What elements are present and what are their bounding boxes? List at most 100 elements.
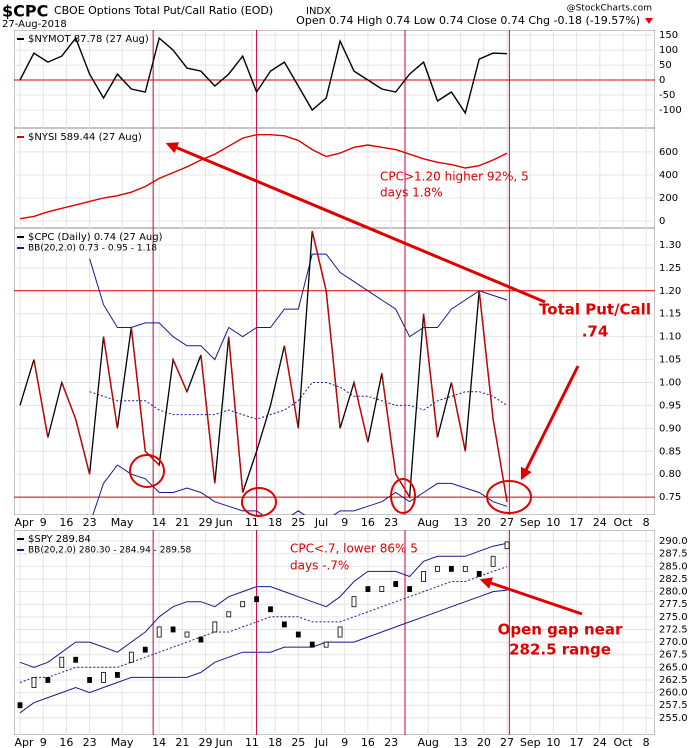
x-tick-label: 23 bbox=[83, 736, 97, 748]
candle bbox=[17, 702, 23, 709]
candle bbox=[115, 671, 120, 678]
series-name: CBOE Options Total Put/Call Ratio (EOD) bbox=[54, 4, 273, 17]
x-tick-label: Sep bbox=[520, 516, 541, 529]
plot-area bbox=[14, 228, 655, 515]
y-tick-label: -100 bbox=[659, 105, 682, 116]
x-tick-label: 25 bbox=[291, 516, 305, 529]
candle bbox=[142, 646, 148, 653]
highlight-circle bbox=[486, 480, 532, 514]
candle bbox=[226, 611, 232, 618]
x-tick-label: 24 bbox=[593, 516, 607, 529]
candle bbox=[407, 586, 413, 593]
symbol: $CPC bbox=[2, 2, 48, 21]
y-tick-label: 260.0 bbox=[659, 688, 688, 699]
x-tick-label: 10 bbox=[546, 516, 560, 529]
y-tick-label: 262.5 bbox=[659, 675, 688, 686]
annotation: CPC<.7, lower 86% 5 bbox=[290, 542, 418, 556]
candle bbox=[184, 631, 190, 638]
y-tick-label: 150 bbox=[659, 30, 678, 41]
x-tick-label: 20 bbox=[477, 736, 491, 748]
x-tick-label: 23 bbox=[83, 516, 97, 529]
x-tick-label: 20 bbox=[477, 516, 491, 529]
annotation: .74 bbox=[582, 323, 609, 341]
panel: 600 400 200 0 $NYSI 589.44 (27 Aug) bbox=[14, 128, 678, 228]
candle bbox=[128, 651, 134, 663]
candle bbox=[365, 586, 371, 593]
x-tick-label: Oct bbox=[613, 516, 633, 529]
x-tick-label: May bbox=[111, 736, 134, 748]
y-tick-label: 1.25 bbox=[659, 263, 681, 274]
annotation: Total Put/Call bbox=[539, 301, 651, 319]
y-tick-label: 1.00 bbox=[659, 378, 681, 389]
x-tick-label: 10 bbox=[546, 736, 560, 748]
plot-area bbox=[14, 128, 655, 228]
x-tick-label: Jun bbox=[215, 736, 233, 748]
x-tick-label: 17 bbox=[570, 736, 584, 748]
down-segment bbox=[353, 382, 369, 443]
x-tick-label: 14 bbox=[152, 516, 166, 529]
y-tick-label: 290.0 bbox=[659, 536, 688, 547]
candle bbox=[462, 565, 468, 572]
x-tick-label: 13 bbox=[454, 516, 468, 529]
y-tick-label: 0.80 bbox=[659, 469, 681, 480]
candle bbox=[45, 677, 51, 683]
candle bbox=[282, 621, 287, 628]
x-tick-label: 9 bbox=[40, 516, 47, 529]
candle bbox=[337, 626, 343, 638]
bollinger-lower bbox=[19, 589, 508, 714]
annotation: days -.7% bbox=[290, 559, 349, 573]
down-segment bbox=[311, 231, 327, 291]
x-tick-label: 25 bbox=[291, 736, 305, 748]
x-tick-label: Sep bbox=[520, 736, 541, 748]
x-tick-label: 24 bbox=[593, 736, 607, 748]
y-tick-label: 275.0 bbox=[659, 612, 688, 623]
x-tick-label: 14 bbox=[152, 736, 166, 748]
candle bbox=[254, 596, 259, 603]
x-tick-label: 27 bbox=[500, 736, 514, 748]
date: 27-Aug-2018 bbox=[2, 19, 67, 30]
highlight-circle bbox=[390, 478, 416, 514]
x-tick-label: 16 bbox=[361, 736, 375, 748]
x-tick-label: Apr bbox=[14, 516, 34, 529]
down-segment bbox=[325, 290, 341, 429]
y-tick-label: 0.90 bbox=[659, 423, 681, 434]
down-segment bbox=[478, 290, 494, 420]
legend-label: $NYSI 589.44 (27 Aug) bbox=[28, 132, 142, 143]
bollinger-lower bbox=[92, 464, 508, 515]
y-tick-label: 285.0 bbox=[659, 561, 688, 572]
candle bbox=[101, 671, 106, 683]
x-tick-label: Aug bbox=[417, 736, 438, 748]
down-segment bbox=[172, 359, 188, 392]
y-tick-label: 267.5 bbox=[659, 650, 688, 661]
legend-label: $NYMOT 87.78 (27 Aug) bbox=[28, 34, 149, 45]
down-segment bbox=[61, 382, 77, 420]
y-tick-label: 282.5 bbox=[659, 574, 688, 585]
candle bbox=[309, 641, 315, 648]
x-tick-label: 21 bbox=[175, 516, 189, 529]
down-segment bbox=[144, 450, 160, 466]
panel: 1.30 1.25 1.20 1.15 1.10 1.05 1.00 0.95 0.90 0.85… bbox=[14, 228, 681, 529]
x-tick-label: 11 bbox=[245, 736, 259, 748]
down-segment bbox=[75, 419, 91, 475]
arrow bbox=[165, 142, 546, 304]
bollinger-middle bbox=[89, 382, 508, 420]
x-tick-label: Aug bbox=[417, 516, 438, 529]
candle bbox=[393, 581, 399, 587]
x-tick-label: 29 bbox=[199, 736, 213, 748]
y-tick-label: 1.30 bbox=[659, 240, 681, 251]
legend-label: $CPC (Daily) 0.74 (27 Aug) bbox=[28, 232, 163, 243]
candle bbox=[73, 656, 79, 663]
candle bbox=[351, 596, 357, 608]
x-tick-label: 13 bbox=[454, 736, 468, 748]
y-tick-label: 270.0 bbox=[659, 637, 688, 648]
candle bbox=[198, 636, 204, 643]
candle bbox=[421, 571, 426, 582]
x-tick-label: Jun bbox=[215, 516, 233, 529]
down-segment bbox=[102, 336, 119, 429]
x-tick-label: 9 bbox=[40, 736, 47, 748]
candle bbox=[490, 555, 496, 567]
candle bbox=[323, 641, 329, 648]
bollinger-upper bbox=[19, 542, 508, 668]
candle bbox=[59, 656, 65, 668]
candle bbox=[448, 565, 454, 572]
